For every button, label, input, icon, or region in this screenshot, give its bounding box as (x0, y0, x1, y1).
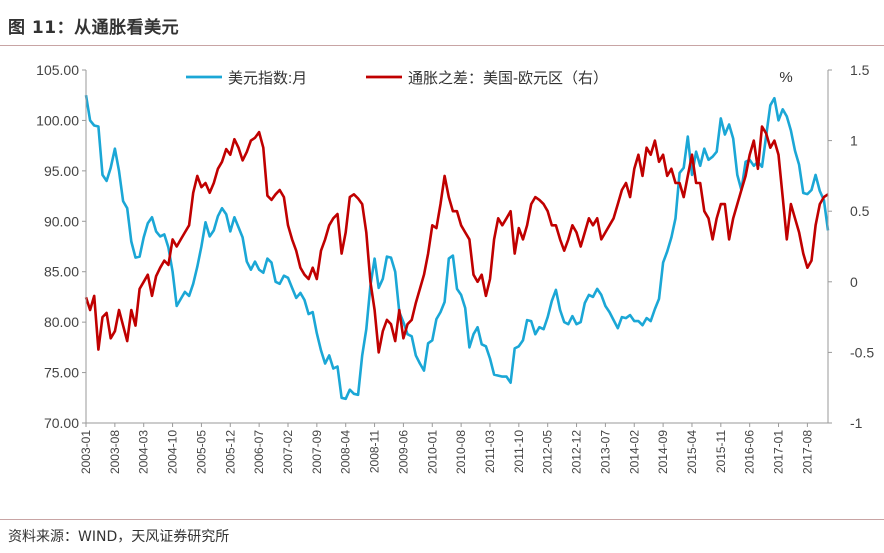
x-tick-label: 2007-09 (310, 430, 324, 474)
x-tick-label: 2012-12 (570, 430, 584, 474)
chart-area: 70.00 75.00 80.00 85.00 90.00 95.00 100.00 105.… (36, 62, 874, 474)
x-tick-label: 2015-11 (714, 430, 728, 473)
y-left-tick-label: 70.00 (44, 415, 79, 431)
x-tick-label: 2010-08 (454, 430, 468, 474)
y-left-tick-label: 105.00 (36, 62, 79, 78)
y-left-tick-label: 80.00 (44, 314, 79, 330)
y-right-tick-label: 0 (850, 274, 858, 290)
x-tick-label: 2011-10 (512, 430, 526, 473)
legend-label-1: 美元指数:月 (228, 70, 307, 87)
y-left-tick-label: 75.00 (44, 365, 79, 381)
y-right-tick-label: -1 (850, 415, 863, 431)
y-left-tick-label: 100.00 (36, 112, 79, 128)
title-divider (0, 45, 884, 46)
series-line-2 (84, 125, 829, 354)
x-tick-label: 2017-01 (772, 430, 786, 474)
x-tick-label: 2012-05 (541, 430, 555, 474)
y-right-tick-label: 1.5 (850, 62, 870, 78)
right-axis-unit: % (779, 69, 792, 86)
source-note: 资料来源：WIND，天风证券研究所 (8, 529, 230, 545)
x-tick-label: 2008-04 (339, 430, 353, 474)
x-tick-label: 2011-03 (483, 430, 497, 473)
figure-title: 图 11：从通胀看美元 (8, 18, 180, 38)
x-tick-label: 2014-09 (656, 430, 670, 474)
y-left-tick-label: 85.00 (44, 264, 79, 280)
x-tick-label: 2014-02 (627, 430, 641, 474)
x-tick-label: 2015-04 (685, 430, 699, 474)
x-tick-label: 2004-03 (137, 430, 151, 474)
y-left-tick-label: 95.00 (44, 163, 79, 179)
x-tick-label: 2004-10 (166, 430, 180, 474)
x-tick-label: 2010-01 (425, 430, 439, 474)
title-bar: 图 11：从通胀看美元 (0, 0, 884, 46)
x-tick-label: 2013-07 (598, 430, 612, 474)
x-tick-label: 2005-05 (194, 430, 208, 474)
x-tick-label: 2016-06 (743, 430, 757, 474)
y-right-tick-label: 0.5 (850, 203, 870, 219)
x-tick-label: 2003-01 (79, 430, 93, 474)
series-line-1 (84, 94, 830, 401)
footer-divider (0, 519, 884, 520)
x-tick-label: 2009-06 (396, 430, 410, 474)
y-left-tick-label: 90.00 (44, 213, 79, 229)
x-tick-label: 2005-12 (223, 430, 237, 474)
x-tick-label: 2017-08 (800, 430, 814, 474)
x-tick-label: 2007-02 (281, 430, 295, 474)
y-right-tick-label: -0.5 (850, 344, 874, 360)
legend-label-2: 通胀之差：美国-欧元区（右） (408, 70, 608, 87)
x-tick-label: 2003-08 (108, 430, 122, 474)
x-tick-label: 2008-11 (368, 430, 382, 473)
x-tick-label: 2006-07 (252, 430, 266, 474)
y-right-tick-label: 1 (850, 133, 858, 149)
